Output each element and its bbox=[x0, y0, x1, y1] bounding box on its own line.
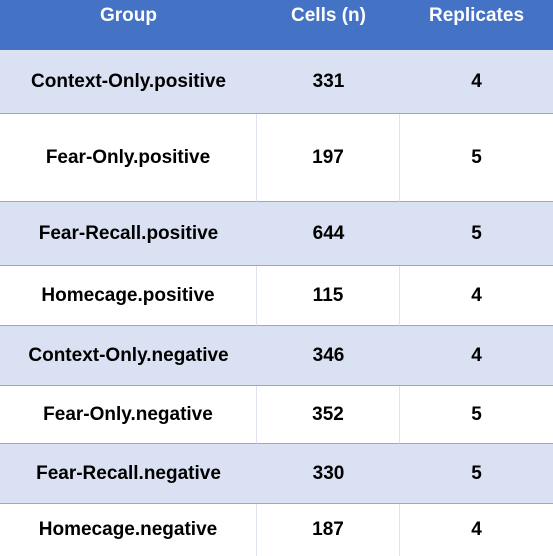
row-4-replicates: 4 bbox=[400, 266, 553, 326]
row-8-group: Homecage.negative bbox=[0, 504, 257, 556]
row-8-cells: 187 bbox=[257, 504, 400, 556]
row-6-replicates: 5 bbox=[400, 386, 553, 444]
header-cells: Cells (n) bbox=[257, 0, 400, 50]
header-replicates: Replicates bbox=[400, 0, 553, 50]
row-6-group: Fear-Only.negative bbox=[0, 386, 257, 444]
row-1-replicates: 4 bbox=[400, 50, 553, 114]
row-4-group: Homecage.positive bbox=[0, 266, 257, 326]
row-4-cells: 115 bbox=[257, 266, 400, 326]
row-7-replicates: 5 bbox=[400, 444, 553, 504]
row-5-replicates: 4 bbox=[400, 326, 553, 386]
row-3-replicates: 5 bbox=[400, 202, 553, 266]
row-5-cells: 346 bbox=[257, 326, 400, 386]
row-1-cells: 331 bbox=[257, 50, 400, 114]
row-2-cells: 197 bbox=[257, 114, 400, 202]
row-5-group: Context-Only.negative bbox=[0, 326, 257, 386]
row-1-group: Context-Only.positive bbox=[0, 50, 257, 114]
row-3-cells: 644 bbox=[257, 202, 400, 266]
row-3-group: Fear-Recall.positive bbox=[0, 202, 257, 266]
row-2-group: Fear-Only.positive bbox=[0, 114, 257, 202]
row-7-cells: 330 bbox=[257, 444, 400, 504]
row-6-cells: 352 bbox=[257, 386, 400, 444]
row-7-group: Fear-Recall.negative bbox=[0, 444, 257, 504]
row-2-replicates: 5 bbox=[400, 114, 553, 202]
header-group: Group bbox=[0, 0, 257, 50]
row-8-replicates: 4 bbox=[400, 504, 553, 556]
